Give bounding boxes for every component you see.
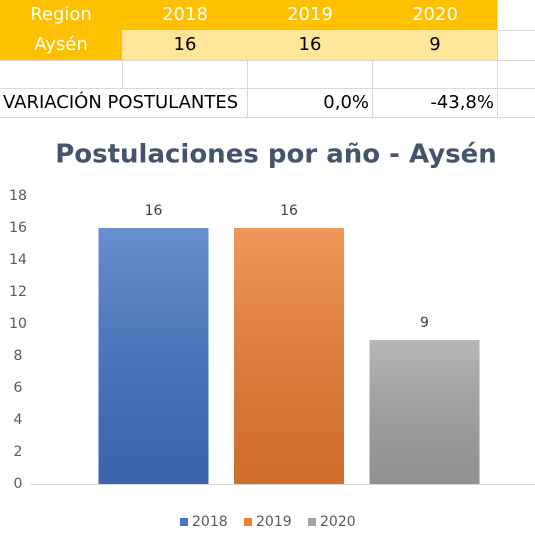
chart-title: Postulaciones por año - Aysén: [55, 140, 497, 170]
legend-label: 2019: [256, 514, 292, 530]
table-cell: 16: [299, 34, 322, 55]
legend-swatch: [244, 518, 252, 526]
header-cell: 2019: [287, 4, 333, 25]
header-cell: 2018: [162, 4, 208, 25]
cell-grid: [0, 0, 535, 118]
legend-swatch: [180, 518, 188, 526]
table-cell: -43,8%: [430, 92, 494, 113]
bar: [98, 228, 209, 484]
y-tick-label: 2: [14, 444, 23, 460]
y-tick-label: 0: [14, 476, 23, 492]
bar: [369, 340, 480, 484]
header-cell: 2020: [412, 4, 458, 25]
table-cell: 9: [429, 34, 440, 55]
data-label: 16: [145, 203, 163, 219]
y-tick-label: 14: [9, 252, 27, 268]
y-tick-label: 4: [14, 412, 23, 428]
y-tick-label: 6: [14, 380, 23, 396]
data-label: 9: [420, 315, 429, 331]
y-tick-label: 16: [9, 220, 27, 236]
header-row: [0, 0, 497, 30]
y-tick-label: 12: [9, 284, 27, 300]
legend-swatch: [308, 518, 316, 526]
data-label: 16: [280, 203, 298, 219]
table-cell: 0,0%: [323, 92, 369, 113]
legend-label: 2018: [192, 514, 228, 530]
values-row: [122, 30, 497, 60]
y-tick-label: 10: [9, 316, 27, 332]
table-cell: VARIACIÓN POSTULANTES: [3, 91, 238, 113]
region-cell: [0, 30, 122, 60]
table-cell: 16: [174, 34, 197, 55]
bar: [234, 228, 344, 484]
legend-label: 2020: [320, 514, 356, 530]
header-cell: Region: [30, 4, 92, 25]
y-tick-label: 18: [9, 188, 27, 204]
table-cell: Aysén: [34, 34, 88, 55]
y-tick-label: 8: [14, 348, 23, 364]
